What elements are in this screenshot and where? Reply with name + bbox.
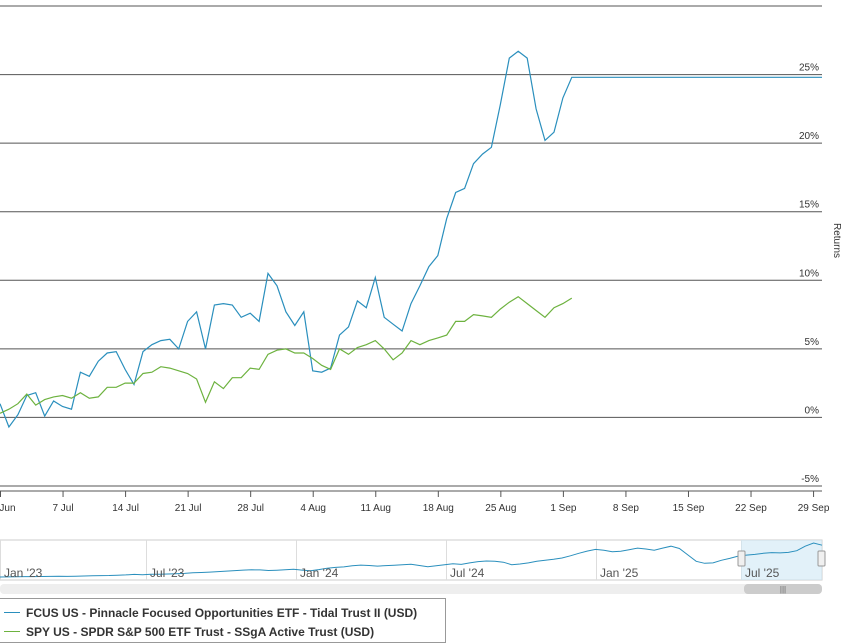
gridlines bbox=[0, 5, 822, 487]
y-axis-label: Returns bbox=[831, 223, 842, 258]
series-line-spy bbox=[0, 295, 573, 414]
navigator-label: Jan '24 bbox=[300, 566, 339, 580]
navigator-right-handle[interactable] bbox=[817, 550, 826, 567]
x-tick-label: 18 Aug bbox=[423, 503, 454, 514]
legend-label-fcus: FCUS US - Pinnacle Focused Opportunities… bbox=[26, 605, 418, 620]
x-tick-label: 15 Sep bbox=[673, 503, 705, 514]
x-tick-label: 14 Jul bbox=[112, 503, 139, 514]
y-tick-label: 0% bbox=[805, 405, 820, 416]
x-tick-label: 7 Jul bbox=[52, 503, 73, 514]
navigator-labels: Jan '23 Jul '23 Jan '24 Jul '24 Jan '25 Jul '… bbox=[4, 566, 780, 580]
navigator-label: Jan '25 bbox=[600, 566, 639, 580]
x-tick-label: 1 Sep bbox=[550, 503, 577, 514]
legend-item-fcus[interactable]: FCUS US - Pinnacle Focused Opportunities… bbox=[0, 603, 445, 622]
navigator-scrollbar-track[interactable] bbox=[0, 584, 822, 594]
y-tick-label: 5% bbox=[805, 337, 820, 348]
y-tick-label: -5% bbox=[801, 474, 819, 485]
y-tick-label: 25% bbox=[799, 63, 819, 74]
y-axis: -5% 0% 5% 10% 15% 20% 25% bbox=[799, 63, 819, 485]
navigator-scrollbar-thumb[interactable] bbox=[744, 584, 822, 594]
legend-swatch-fcus bbox=[4, 612, 20, 613]
navigator-label: Jul '25 bbox=[745, 566, 780, 580]
navigator[interactable]: Jan '23 Jul '23 Jan '24 Jul '24 Jan '25 Jul '… bbox=[0, 539, 826, 594]
scrollbar-grip-icon: ||| bbox=[780, 585, 786, 594]
x-tick-label: 29 Sep bbox=[798, 503, 830, 514]
legend-swatch-spy bbox=[4, 631, 20, 632]
y-tick-label: 10% bbox=[799, 268, 819, 279]
x-tick-label: 30 Jun bbox=[0, 503, 16, 514]
navigator-label: Jul '23 bbox=[150, 566, 185, 580]
legend-item-spy[interactable]: SPY US - SPDR S&P 500 ETF Trust - SSgA A… bbox=[0, 622, 445, 641]
y-tick-label: 20% bbox=[799, 131, 819, 142]
navigator-label: Jul '24 bbox=[450, 566, 485, 580]
legend-label-spy: SPY US - SPDR S&P 500 ETF Trust - SSgA A… bbox=[26, 624, 375, 639]
navigator-selection[interactable] bbox=[741, 540, 822, 580]
x-tick-label: 4 Aug bbox=[300, 503, 326, 514]
navigator-label: Jan '23 bbox=[4, 566, 43, 580]
navigator-series-line bbox=[0, 542, 823, 578]
navigator-frame bbox=[0, 539, 823, 581]
series-lines bbox=[0, 50, 822, 429]
x-tick-label: 22 Sep bbox=[735, 503, 767, 514]
x-axis: 30 Jun 7 Jul 14 Jul 21 Jul 28 Jul 4 Aug 11 Aug… bbox=[0, 490, 830, 514]
x-tick-label: 8 Sep bbox=[613, 503, 640, 514]
x-tick-label: 28 Jul bbox=[237, 503, 264, 514]
x-tick-label: 21 Jul bbox=[175, 503, 202, 514]
navigator-left-handle[interactable] bbox=[737, 550, 746, 567]
legend: FCUS US - Pinnacle Focused Opportunities… bbox=[0, 598, 446, 643]
x-tick-label: 25 Aug bbox=[485, 503, 516, 514]
series-line-fcus bbox=[0, 50, 822, 429]
x-tick-label: 11 Aug bbox=[361, 503, 391, 514]
y-tick-label: 15% bbox=[799, 200, 819, 211]
